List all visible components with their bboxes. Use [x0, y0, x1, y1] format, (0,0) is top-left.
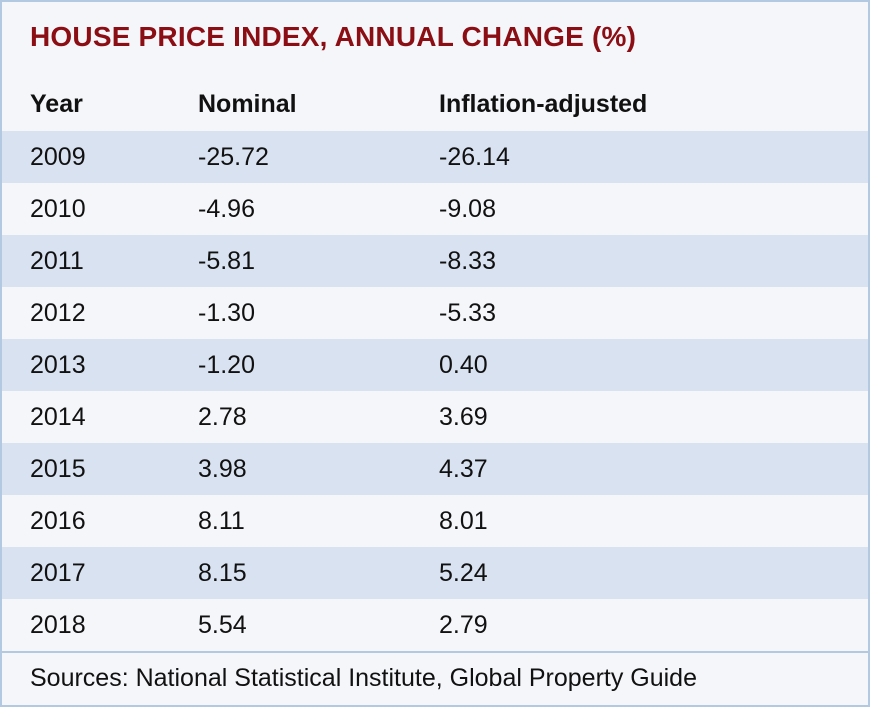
cell-adjusted: 4.37 — [439, 454, 488, 483]
column-header-year: Year — [30, 89, 83, 118]
cell-nominal: 3.98 — [198, 454, 247, 483]
cell-nominal: -4.96 — [198, 194, 255, 223]
cell-adjusted: -8.33 — [439, 246, 496, 275]
sources-note: Sources: National Statistical Institute,… — [2, 651, 868, 703]
table-row: 2016 8.11 8.01 — [2, 495, 868, 547]
cell-year: 2010 — [30, 194, 86, 223]
table-row: 2009 -25.72 -26.14 — [2, 131, 868, 183]
cell-nominal: -1.20 — [198, 350, 255, 379]
cell-year: 2012 — [30, 298, 86, 327]
sources-text: Sources: National Statistical Institute,… — [30, 663, 697, 692]
cell-adjusted: -9.08 — [439, 194, 496, 223]
cell-year: 2014 — [30, 402, 86, 431]
cell-year: 2011 — [30, 246, 84, 275]
table-row: 2017 8.15 5.24 — [2, 547, 868, 599]
table-row: 2014 2.78 3.69 — [2, 391, 868, 443]
cell-nominal: -25.72 — [198, 142, 269, 171]
cell-adjusted: 0.40 — [439, 350, 488, 379]
cell-nominal: 5.54 — [198, 610, 247, 639]
cell-adjusted: 8.01 — [439, 506, 488, 535]
cell-nominal: -5.81 — [198, 246, 255, 275]
column-header-nominal: Nominal — [198, 89, 297, 118]
cell-nominal: -1.30 — [198, 298, 255, 327]
table-body: 2009 -25.72 -26.14 2010 -4.96 -9.08 2011… — [2, 131, 868, 651]
cell-year: 2018 — [30, 610, 86, 639]
cell-adjusted: -26.14 — [439, 142, 510, 171]
cell-year: 2015 — [30, 454, 86, 483]
cell-year: 2009 — [30, 142, 86, 171]
table-row: 2018 5.54 2.79 — [2, 599, 868, 651]
column-header-inflation-adjusted: Inflation-adjusted — [439, 89, 648, 118]
cell-year: 2013 — [30, 350, 86, 379]
cell-adjusted: -5.33 — [439, 298, 496, 327]
cell-nominal: 2.78 — [198, 402, 247, 431]
table-row: 2015 3.98 4.37 — [2, 443, 868, 495]
cell-nominal: 8.11 — [198, 506, 245, 535]
cell-adjusted: 2.79 — [439, 610, 488, 639]
cell-nominal: 8.15 — [198, 558, 247, 587]
table-row: 2013 -1.20 0.40 — [2, 339, 868, 391]
table-header-row: Year Nominal Inflation-adjusted — [2, 77, 868, 131]
cell-adjusted: 3.69 — [439, 402, 488, 431]
cell-adjusted: 5.24 — [439, 558, 488, 587]
table-row: 2010 -4.96 -9.08 — [2, 183, 868, 235]
table-row: 2012 -1.30 -5.33 — [2, 287, 868, 339]
page-title: HOUSE PRICE INDEX, ANNUAL CHANGE (%) — [30, 21, 637, 52]
cell-year: 2017 — [30, 558, 86, 587]
cell-year: 2016 — [30, 506, 86, 535]
table-row: 2011 -5.81 -8.33 — [2, 235, 868, 287]
